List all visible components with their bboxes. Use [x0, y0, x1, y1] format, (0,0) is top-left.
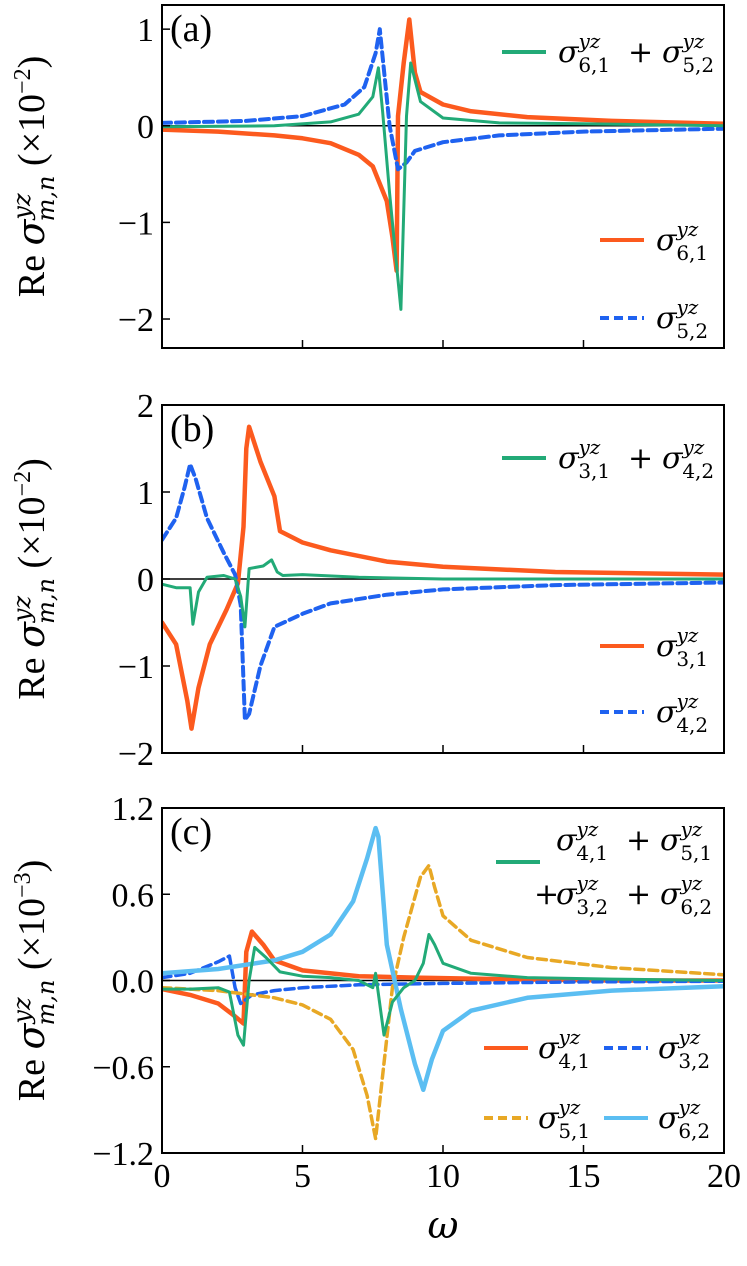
legend-entry-label: σyz 6,1 + σyz 5,2	[558, 29, 714, 77]
y-tick-label: 0.0	[112, 964, 155, 1001]
series-line-2-2	[162, 863, 724, 1141]
legend-entry-label: σyz 6,2	[658, 1095, 710, 1143]
legend-entry-label: σyz 5,1	[538, 1095, 590, 1143]
legend-entry-label: σyz 4,1	[538, 1025, 590, 1073]
x-tick-label: 10	[426, 1158, 460, 1195]
legend-entry-label: σyz 4,1 + σyz 5,1	[556, 817, 712, 865]
y-tick-label: 2	[137, 388, 154, 425]
legend-a: σyz 6,1 + σyz 5,2 σyz 6,1 σyz 5,2	[502, 29, 714, 343]
svg-text:+: +	[534, 877, 559, 912]
legend-entry-label: σyz 6,1	[656, 217, 708, 265]
y-tick-label: −1	[118, 649, 154, 686]
series-line-2-3	[162, 825, 724, 1093]
y-tick-label: −2	[118, 302, 154, 339]
svg-text:+: +	[626, 823, 651, 858]
y-tick-label: 1	[137, 475, 154, 512]
series-line-1-2	[162, 558, 724, 629]
y-axis-label: Re σyzm,n (×10−3)	[8, 860, 60, 1102]
y-axis-label: Re σyzm,n (×10−2)	[8, 458, 60, 700]
svg-text:+: +	[628, 35, 653, 70]
legend-entry-label: σyz 4,2	[656, 689, 708, 737]
y-tick-label: −2	[118, 736, 154, 773]
y-tick-label: 0	[137, 109, 154, 146]
panel-label: (b)	[170, 408, 214, 450]
legend-entry-label: +σyz 3,2 + σyz 6,2	[534, 871, 712, 919]
legend-entry-label: σyz 3,1 + σyz 4,2	[558, 435, 714, 483]
series-line-0-2	[162, 61, 724, 311]
panel-1: 2 1 0 −1 −2 (b) Re σyzm,n (×10−2)	[8, 388, 725, 773]
y-tick-label: −1	[118, 205, 154, 242]
series-line-1-1	[162, 462, 724, 722]
legend-entry-label: σyz 3,2	[658, 1025, 710, 1073]
y-tick-label: 1	[137, 12, 154, 49]
x-tick-label: 20	[707, 1158, 741, 1195]
x-tick-label: 0	[154, 1158, 171, 1195]
x-tick-label: 15	[567, 1158, 601, 1195]
legend-entry-label: σyz 5,2	[656, 295, 708, 343]
x-axis-label: ω	[428, 1203, 459, 1247]
y-axis-label: Re σyzm,n (×10−2)	[8, 56, 60, 298]
panel-0: 1 0 −1 −2 (a) Re σyzm,n (×10−2)	[8, 4, 725, 349]
x-tick-label: 5	[294, 1158, 311, 1195]
series-line-2-4	[162, 933, 724, 1047]
legend-entry-label: σyz 3,1	[656, 623, 708, 671]
y-tick-label: 0	[137, 562, 154, 599]
y-tick-label: −0.6	[92, 1050, 154, 1087]
panel-2: 0 5 10 15 20 1.2 0.6 0.0 −0.6 −1.2 (c) Re σyzm,n (×…	[8, 791, 741, 1195]
y-tick-label: 1.2	[112, 791, 155, 828]
y-tick-label: −1.2	[92, 1136, 154, 1173]
svg-text:+: +	[626, 877, 651, 912]
series-line-2-0	[162, 929, 724, 1026]
series-line-0-0	[162, 17, 724, 273]
legend-b: σyz 3,1 + σyz 4,2 σyz 3,1 σyz 4,2	[502, 435, 714, 737]
panel-label: (c)	[170, 811, 212, 853]
panel-label: (a)	[170, 8, 212, 50]
series-line-0-1	[162, 27, 724, 172]
y-tick-label: 0.6	[112, 877, 155, 914]
svg-text:+: +	[628, 441, 653, 476]
series-line-1-0	[162, 424, 724, 731]
